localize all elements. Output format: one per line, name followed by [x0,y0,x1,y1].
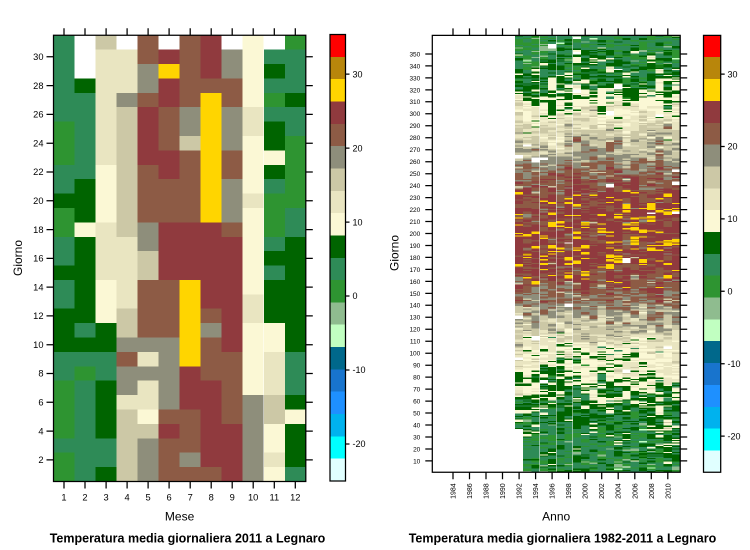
svg-text:8: 8 [38,369,43,379]
svg-text:30: 30 [33,52,43,62]
svg-text:350: 350 [409,51,420,58]
svg-text:12: 12 [290,493,300,503]
svg-text:22: 22 [33,167,43,177]
svg-text:280: 280 [409,135,420,142]
svg-text:0: 0 [353,291,358,301]
svg-text:2000: 2000 [583,483,590,499]
svg-text:1996: 1996 [550,483,557,499]
svg-text:6: 6 [167,493,172,503]
svg-text:1992: 1992 [517,483,524,499]
svg-text:4: 4 [125,493,130,503]
svg-text:20: 20 [413,446,421,453]
svg-text:10: 10 [248,493,258,503]
svg-text:230: 230 [409,195,420,202]
svg-text:1984: 1984 [451,483,458,499]
svg-text:3: 3 [104,493,109,503]
svg-text:150: 150 [409,291,420,298]
svg-text:-20: -20 [353,439,366,449]
svg-text:-10: -10 [728,359,741,369]
svg-text:7: 7 [188,493,193,503]
svg-text:210: 210 [409,219,420,226]
svg-text:2002: 2002 [599,483,606,499]
svg-text:Temperatura media giornaliera: Temperatura media giornaliera 2011 a Leg… [50,532,326,546]
svg-text:300: 300 [409,111,420,118]
svg-text:120: 120 [409,327,420,334]
svg-text:-20: -20 [728,431,741,441]
svg-text:1: 1 [61,493,66,503]
svg-text:Temperatura media giornaliera: Temperatura media giornaliera 1982-2011 … [409,532,717,546]
svg-text:2: 2 [38,455,43,465]
svg-text:30: 30 [413,434,421,441]
svg-text:30: 30 [353,69,363,79]
svg-text:270: 270 [409,147,420,154]
svg-text:340: 340 [409,63,420,70]
svg-text:80: 80 [413,375,421,382]
svg-text:10: 10 [33,340,43,350]
svg-text:140: 140 [409,303,420,310]
svg-text:20: 20 [353,143,363,153]
svg-text:240: 240 [409,183,420,190]
svg-text:24: 24 [33,138,43,148]
svg-text:60: 60 [413,399,421,406]
svg-text:100: 100 [409,351,420,358]
svg-text:250: 250 [409,171,420,178]
svg-text:2010: 2010 [665,483,672,499]
svg-text:170: 170 [409,267,420,274]
svg-text:Anno: Anno [542,510,570,524]
svg-text:2004: 2004 [616,483,623,499]
svg-text:16: 16 [33,254,43,264]
svg-text:2: 2 [82,493,87,503]
svg-text:30: 30 [728,69,738,79]
svg-text:260: 260 [409,159,420,166]
svg-text:160: 160 [409,279,420,286]
svg-text:10: 10 [413,458,421,465]
svg-text:Mese: Mese [165,510,195,524]
svg-text:Giorno: Giorno [11,240,25,276]
svg-text:110: 110 [410,339,421,346]
svg-text:4: 4 [38,426,43,436]
svg-text:10: 10 [728,214,738,224]
svg-text:330: 330 [409,75,420,82]
svg-text:40: 40 [413,422,421,429]
svg-text:70: 70 [413,387,421,394]
svg-text:12: 12 [33,311,43,321]
svg-text:320: 320 [409,87,420,94]
svg-text:20: 20 [33,196,43,206]
svg-text:8: 8 [209,493,214,503]
svg-text:6: 6 [38,398,43,408]
svg-text:1998: 1998 [566,483,573,499]
svg-text:50: 50 [413,410,421,417]
svg-text:310: 310 [409,99,420,106]
svg-text:130: 130 [409,315,420,322]
svg-text:11: 11 [269,493,279,503]
svg-text:1994: 1994 [533,483,540,499]
svg-text:28: 28 [33,81,43,91]
svg-text:5: 5 [146,493,151,503]
svg-text:290: 290 [409,123,420,130]
svg-text:Giorno: Giorno [388,235,402,271]
svg-text:14: 14 [33,282,43,292]
svg-text:9: 9 [230,493,235,503]
svg-text:26: 26 [33,110,43,120]
svg-text:190: 190 [409,243,420,250]
svg-text:18: 18 [33,225,43,235]
svg-text:1986: 1986 [467,483,474,499]
svg-text:2006: 2006 [632,483,639,499]
svg-text:220: 220 [409,207,420,214]
svg-text:2008: 2008 [649,483,656,499]
svg-text:10: 10 [353,217,363,227]
svg-text:-10: -10 [353,365,366,375]
svg-text:1988: 1988 [484,483,491,499]
svg-text:180: 180 [409,255,420,262]
svg-text:0: 0 [728,287,733,297]
svg-text:90: 90 [413,363,421,370]
svg-text:20: 20 [728,142,738,152]
svg-text:200: 200 [409,231,420,238]
svg-text:1990: 1990 [500,483,507,499]
